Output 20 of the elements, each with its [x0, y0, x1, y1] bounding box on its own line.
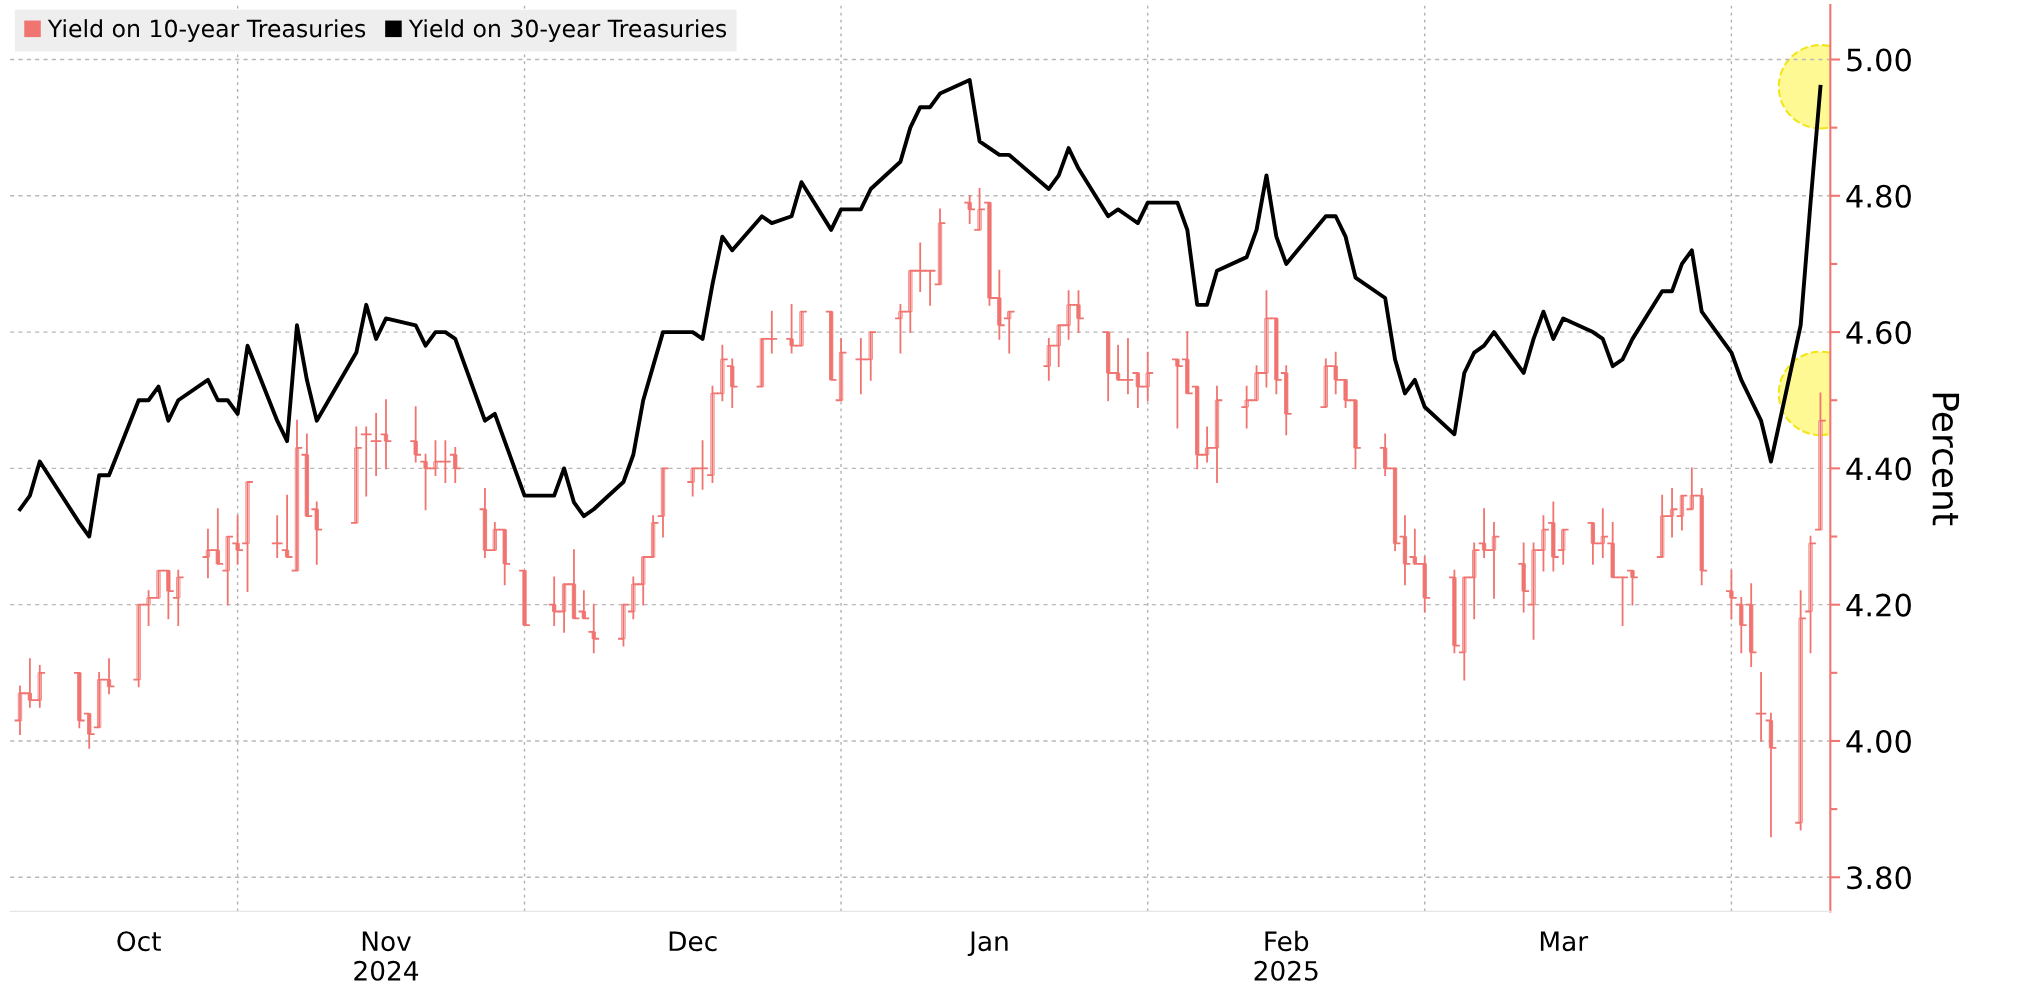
candlestick — [799, 310, 804, 347]
x-tick-label: Jan — [967, 931, 1008, 957]
x-tick-label: Nov 2024 — [354, 931, 419, 981]
y-tick-label: 4.00 — [1846, 729, 1911, 754]
x-tick-label: Mar — [1540, 931, 1589, 952]
line-series — [18, 77, 1823, 539]
y-tick-label: 4.60 — [1846, 321, 1911, 345]
x-tick-label: Dec — [669, 931, 717, 952]
y-tick-label: 5.00 — [1847, 48, 1911, 72]
candlestick — [522, 569, 527, 627]
legend-label: Yield on 30-year Treasuries — [408, 19, 727, 42]
candlestick — [156, 569, 161, 599]
y-tick-label: 4.80 — [1846, 184, 1911, 208]
x-tick-label: Oct — [117, 931, 161, 952]
y-tick-label: 3.80 — [1847, 866, 1911, 890]
y-tick-label: 4.40 — [1846, 457, 1911, 481]
x-tick-label: Feb 2025 — [1254, 930, 1318, 981]
legend-label: Yield on 10-year Treasuries — [47, 19, 366, 42]
y-axis-title: Percent — [1932, 393, 1960, 526]
y-tick-label: 4.20 — [1846, 593, 1911, 617]
